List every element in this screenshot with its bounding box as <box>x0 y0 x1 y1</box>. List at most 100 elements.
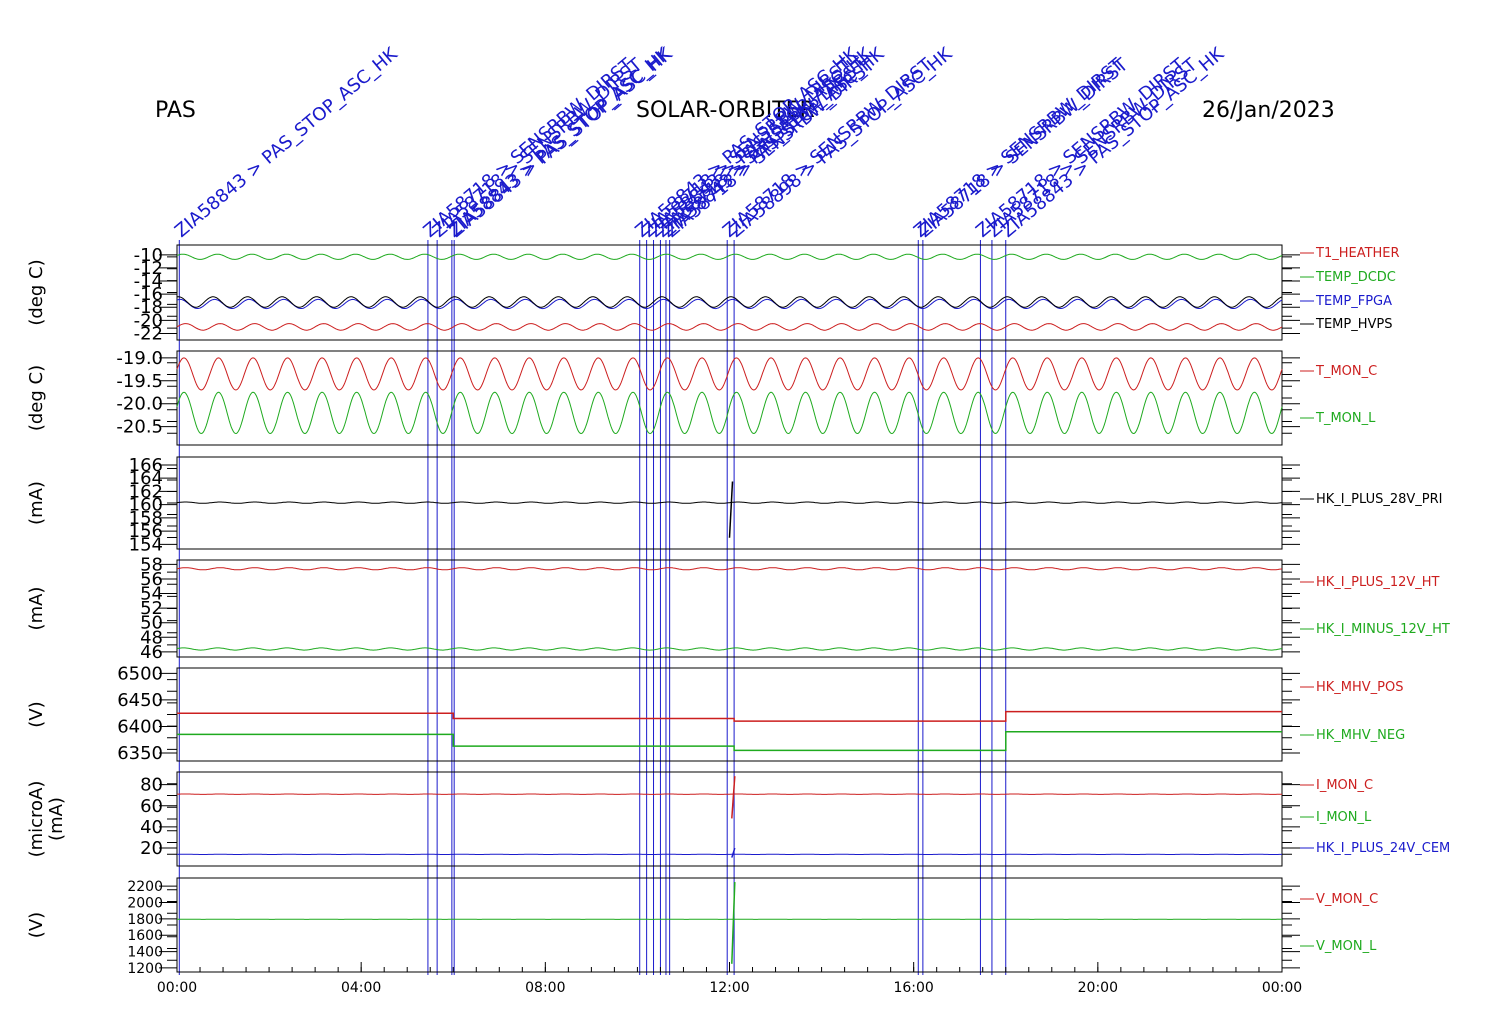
x-tick-label: 08:00 <box>525 980 565 996</box>
y-tick-label: 154 <box>129 534 163 555</box>
y-tick-label: -19.5 <box>116 371 163 392</box>
x-tick-label: 16:00 <box>893 980 933 996</box>
legend-label: T_MON_C <box>1315 364 1377 379</box>
y-tick-label: 1200 <box>127 961 163 977</box>
y-tick-label: 1400 <box>127 945 163 961</box>
panel-frame <box>176 667 1283 762</box>
series-line <box>176 567 1283 571</box>
y-tick-label: 56 <box>140 569 163 590</box>
y-axis-label: (mA) <box>26 481 47 525</box>
legend-label: HK_I_PLUS_12V_HT <box>1316 575 1440 590</box>
series-spike <box>731 882 736 964</box>
y-tick-label: 52 <box>140 598 163 619</box>
legend-label: I_MON_C <box>1316 778 1373 793</box>
y-tick-label: -20.5 <box>116 417 163 438</box>
telecommand-label: ZIA58843 > PAS_STOP_ASC_HK <box>171 43 402 242</box>
legend-label: TEMP_HVPS <box>1315 317 1392 332</box>
series-spike <box>731 776 736 819</box>
y-tick-label: 6350 <box>117 743 163 764</box>
x-tick-label: 04:00 <box>341 980 381 996</box>
panel-5: 6350 6400 6450 6500 (V) HK_MHV_POS HK_MHV_NEG <box>26 663 1405 764</box>
series-line <box>177 710 1282 722</box>
panel-frame <box>176 350 1283 446</box>
y-tick-label: -19.0 <box>116 348 163 369</box>
y-axis-label: (V) <box>26 701 47 727</box>
x-tick-label: 12:00 <box>709 980 749 996</box>
x-tick-label: 00:00 <box>157 980 197 996</box>
y-tick-label: 162 <box>129 481 163 502</box>
y-tick-label: 20 <box>140 838 163 859</box>
legend-label: HK_I_PLUS_24V_CEM <box>1316 841 1450 856</box>
y-tick-label: -10 <box>134 245 163 266</box>
y-axis-label: (mA) <box>26 587 47 631</box>
y-tick-label: 48 <box>140 627 163 648</box>
legend-label: T1_HEATHER <box>1315 246 1400 261</box>
legend-label: TEMP_FPGA <box>1315 294 1392 309</box>
y-tick-label: 164 <box>129 468 163 489</box>
y-tick-label: -20 <box>134 310 163 331</box>
series-line <box>176 357 1283 391</box>
series-line <box>176 296 1283 308</box>
series-spike <box>728 481 734 538</box>
y-tick-label: 166 <box>129 455 163 476</box>
series-line <box>176 323 1283 331</box>
series-line <box>177 731 1282 752</box>
panel-frame <box>176 877 1283 973</box>
series-line <box>176 391 1283 435</box>
header-mission: SOLAR-ORBITER <box>636 98 815 123</box>
y-axis-label: (deg C) <box>26 259 47 325</box>
telecommand-label: ZIA58843 > PAS_STOP_ASC_HK <box>446 43 677 242</box>
y-tick-label: 6400 <box>117 716 163 737</box>
y-tick-label: 2200 <box>127 879 163 895</box>
panel-frame <box>176 244 1283 341</box>
y-tick-label: 6500 <box>117 663 163 684</box>
y-tick-label: 6450 <box>117 690 163 711</box>
y-tick-label: 46 <box>140 642 163 663</box>
series-line <box>176 501 1283 504</box>
y-axis-label-2: (mA) <box>46 797 67 841</box>
y-tick-label: -14 <box>134 271 163 292</box>
telecommand-group: ZIA58843 > PAS_STOP_ASC_HK ZIA58718 > SEN… <box>171 43 1229 975</box>
legend-label: HK_MHV_POS <box>1316 680 1404 695</box>
y-axis-label: (deg C) <box>26 365 47 431</box>
series-spike <box>731 847 736 858</box>
panel-frame <box>176 559 1283 658</box>
y-tick-label: -16 <box>134 284 163 305</box>
y-tick-label: 2000 <box>127 896 163 912</box>
x-tick-label: 00:00 <box>1262 980 1302 996</box>
panel-frame <box>176 771 1283 867</box>
y-tick-label: -18 <box>134 297 163 318</box>
y-tick-label: 158 <box>129 508 163 529</box>
legend-label: HK_MHV_NEG <box>1316 728 1405 743</box>
legend-label: HK_I_PLUS_28V_PRI <box>1316 492 1442 507</box>
y-tick-label: -12 <box>134 258 163 279</box>
legend-label: T_MON_L <box>1315 411 1376 426</box>
header-instrument: PAS <box>155 98 196 123</box>
legend-label: V_MON_L <box>1316 939 1377 954</box>
y-tick-label: 156 <box>129 521 163 542</box>
legend-label: I_MON_L <box>1316 810 1372 825</box>
y-tick-label: 80 <box>140 775 163 796</box>
series-line <box>176 253 1283 260</box>
y-axis-label: (microA) <box>26 781 47 858</box>
y-tick-label: 160 <box>129 495 163 516</box>
x-tick-label: 20:00 <box>1078 980 1118 996</box>
header-date: 26/Jan/2023 <box>1202 98 1335 123</box>
y-tick-label: 58 <box>140 554 163 575</box>
panel-2: -19.0-19.5-20.0-20.5 (deg C) T_MON_C T_MON_… <box>26 348 1377 446</box>
panels-group: -10-12-14-16-18-20-22 (deg C) T1_HEATHER TE… <box>26 244 1450 977</box>
y-tick-label: 54 <box>140 584 163 605</box>
y-tick-label: 40 <box>140 817 163 838</box>
y-tick-label: -20.0 <box>116 394 163 415</box>
panel-1: -10-12-14-16-18-20-22 (deg C) T1_HEATHER TE… <box>26 244 1400 344</box>
y-tick-label: 50 <box>140 613 163 634</box>
y-tick-label: 1600 <box>127 928 163 944</box>
legend-label: V_MON_C <box>1316 892 1378 907</box>
series-line <box>176 647 1283 651</box>
y-tick-label: 60 <box>140 796 163 817</box>
